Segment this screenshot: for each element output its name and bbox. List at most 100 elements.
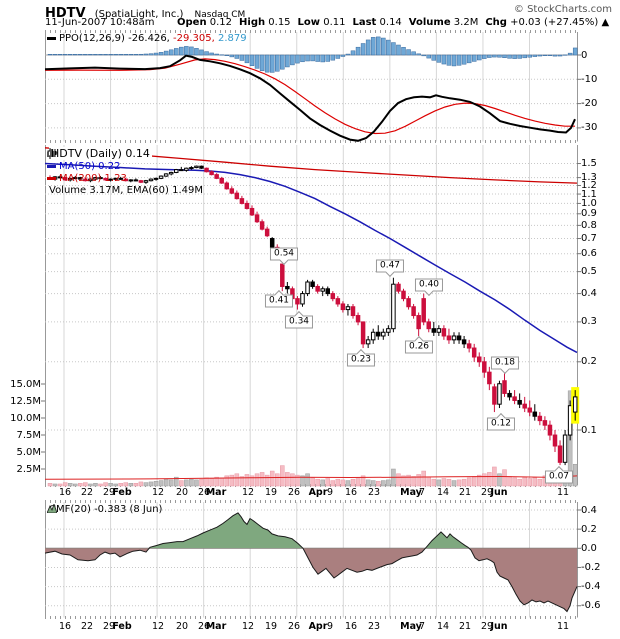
ma50-legend: MA(50) 0.22	[59, 161, 121, 172]
x-axis-date-label: 22	[80, 487, 94, 498]
quote-field-label: Open	[177, 17, 207, 28]
x-axis-date-label: Apr	[308, 620, 328, 632]
company-name: (SpatiaLight, Inc.)	[94, 9, 184, 20]
ppo-line-swatch-icon	[47, 36, 56, 40]
x-axis-date-label: 22	[80, 620, 94, 632]
x-axis-date-label: 12	[241, 620, 255, 632]
price-y-tick-label: 1.1	[581, 188, 597, 200]
quote-field-value: 0.14	[376, 17, 402, 28]
x-axis-date-label: 26	[197, 620, 211, 632]
price-y-tick-label: 0.2	[581, 356, 597, 368]
ppo-legend-main: PPO(12,26,9) -26.426,	[59, 33, 170, 44]
ticker-symbol: HDTV	[45, 6, 86, 21]
ma200-swatch-icon	[47, 176, 56, 180]
copyright: © StockCharts.com	[513, 4, 612, 15]
x-axis-date-label: 21	[458, 620, 472, 632]
price-y-tick-label: 0.6	[581, 248, 597, 260]
cmf-y-tick-label: -0.6	[581, 600, 601, 612]
x-axis-date-label: 14	[436, 620, 450, 632]
x-axis-date-label: Mar	[205, 487, 227, 498]
cmf-legend-label: CMF(20) -0.383 (8 Jun)	[49, 504, 163, 515]
x-axis-date-label: 14	[436, 487, 450, 498]
price-callout: 0.07	[544, 466, 574, 484]
x-axis-date-label: 7	[418, 487, 426, 498]
callout-value: 0.07	[548, 471, 570, 482]
quote-field-label: Volume	[408, 17, 451, 28]
volume-y-tick-label: 15.0M	[10, 378, 41, 390]
quote-field-label: Last	[352, 17, 377, 28]
callout-value: 0.18	[494, 357, 516, 368]
x-axis-date-label: Jun	[490, 487, 508, 498]
quote-field-value: +0.03 (+27.45%) ▲	[506, 17, 610, 28]
quote-field-value: 0.15	[265, 17, 291, 28]
x-axis-date-label: May	[400, 487, 422, 498]
x-axis-date-label: 11	[556, 487, 570, 498]
price-legend: HDTV (Daily) 0.14 MA(50) 0.22 MA(200) 1.…	[47, 147, 204, 197]
x-axis-date-label: Feb	[112, 487, 132, 498]
price-y-tick-label: 0.7	[581, 233, 597, 245]
x-axis-date-label: 12	[151, 620, 165, 632]
quote-field-label: Chg	[485, 17, 507, 28]
price-y-tick-label: 1.2	[581, 179, 597, 191]
x-axis-date-label: Apr	[308, 487, 328, 498]
price-y-tick-label: 0.8	[581, 219, 597, 231]
cmf-y-tick-label: 0.2	[581, 523, 597, 535]
volume-y-tick-label: 10.0M	[10, 412, 41, 424]
x-axis-date-label: 20	[175, 620, 189, 632]
price-callout: 0.12	[486, 413, 516, 431]
x-axis-date-label: 9	[326, 487, 334, 498]
quote-field-value: 0.11	[320, 17, 346, 28]
x-axis-date-label: 19	[264, 620, 278, 632]
x-axis-date-label: Feb	[112, 620, 132, 632]
quote-field-label: High	[239, 17, 266, 28]
callout-value: 0.40	[418, 279, 440, 290]
ppo-y-tick-label: 0	[581, 49, 588, 61]
x-axis-date-label: 11	[556, 620, 570, 632]
ppo-legend: PPO(12,26,9) -26.426, -29.305, 2.879	[47, 33, 247, 45]
x-axis-date-label: 7	[418, 620, 426, 632]
cmf-y-tick-label: 0.0	[581, 542, 597, 554]
x-axis-date-label: 21	[458, 487, 472, 498]
cmf-y-tick-label: -0.4	[581, 581, 601, 593]
callout-value: 0.54	[273, 248, 295, 259]
price-y-tick-label: 0.4	[581, 288, 597, 300]
x-axis-date-label: 23	[367, 487, 381, 498]
x-axis-date-label: 12	[151, 487, 165, 498]
price-y-tick-label: 1.3	[581, 172, 597, 184]
price-legend-title: HDTV (Daily) 0.14	[49, 147, 152, 160]
price-callout: 0.23	[346, 349, 376, 367]
quote-row: Open 0.12 High 0.15 Low 0.11 Last 0.14 Volum…	[170, 17, 609, 28]
cmf-y-tick-label: -0.2	[581, 561, 601, 573]
volume-y-tick-label: 12.5M	[10, 395, 41, 407]
x-axis-date-label: 16	[344, 620, 358, 632]
x-axis-date-label: 20	[175, 487, 189, 498]
price-y-tick-label: 1.0	[581, 197, 597, 209]
volume-y-tick-label: 2.5M	[16, 463, 41, 475]
callout-value: 0.41	[268, 295, 290, 306]
x-axis-date-label: 16	[58, 620, 72, 632]
price-y-tick-label: 1.5	[581, 158, 597, 170]
x-axis-date-label: 9	[326, 620, 334, 632]
price-callout: 0.18	[490, 356, 520, 374]
callout-value: 0.34	[288, 316, 310, 327]
ma200-legend: MA(200) 1.23	[59, 173, 127, 184]
ma50-swatch-icon	[47, 164, 56, 168]
quote-datetime: 11-Jun-2007 10:48am	[45, 17, 155, 28]
x-axis-date-label: 16	[344, 487, 358, 498]
price-callout: 0.54	[269, 247, 299, 265]
price-callout: 0.26	[404, 336, 434, 354]
volume-legend: Volume 3.17M, EMA(60) 1.49M	[49, 185, 204, 196]
cmf-y-tick-label: 0.4	[581, 504, 597, 516]
x-axis-date-label: 26	[197, 487, 211, 498]
x-axis-date-label: 26	[287, 620, 301, 632]
ppo-y-tick-label: -30	[581, 122, 598, 134]
x-axis-date-label: 23	[367, 620, 381, 632]
volume-y-tick-label: 5.0M	[16, 446, 41, 458]
exchange-name: Nasdaq CM	[194, 10, 246, 20]
x-axis-date-label: May	[400, 620, 422, 632]
callout-value: 0.26	[408, 341, 430, 352]
price-y-tick-label: 0.1	[581, 424, 597, 436]
ppo-y-tick-label: -10	[581, 73, 598, 85]
